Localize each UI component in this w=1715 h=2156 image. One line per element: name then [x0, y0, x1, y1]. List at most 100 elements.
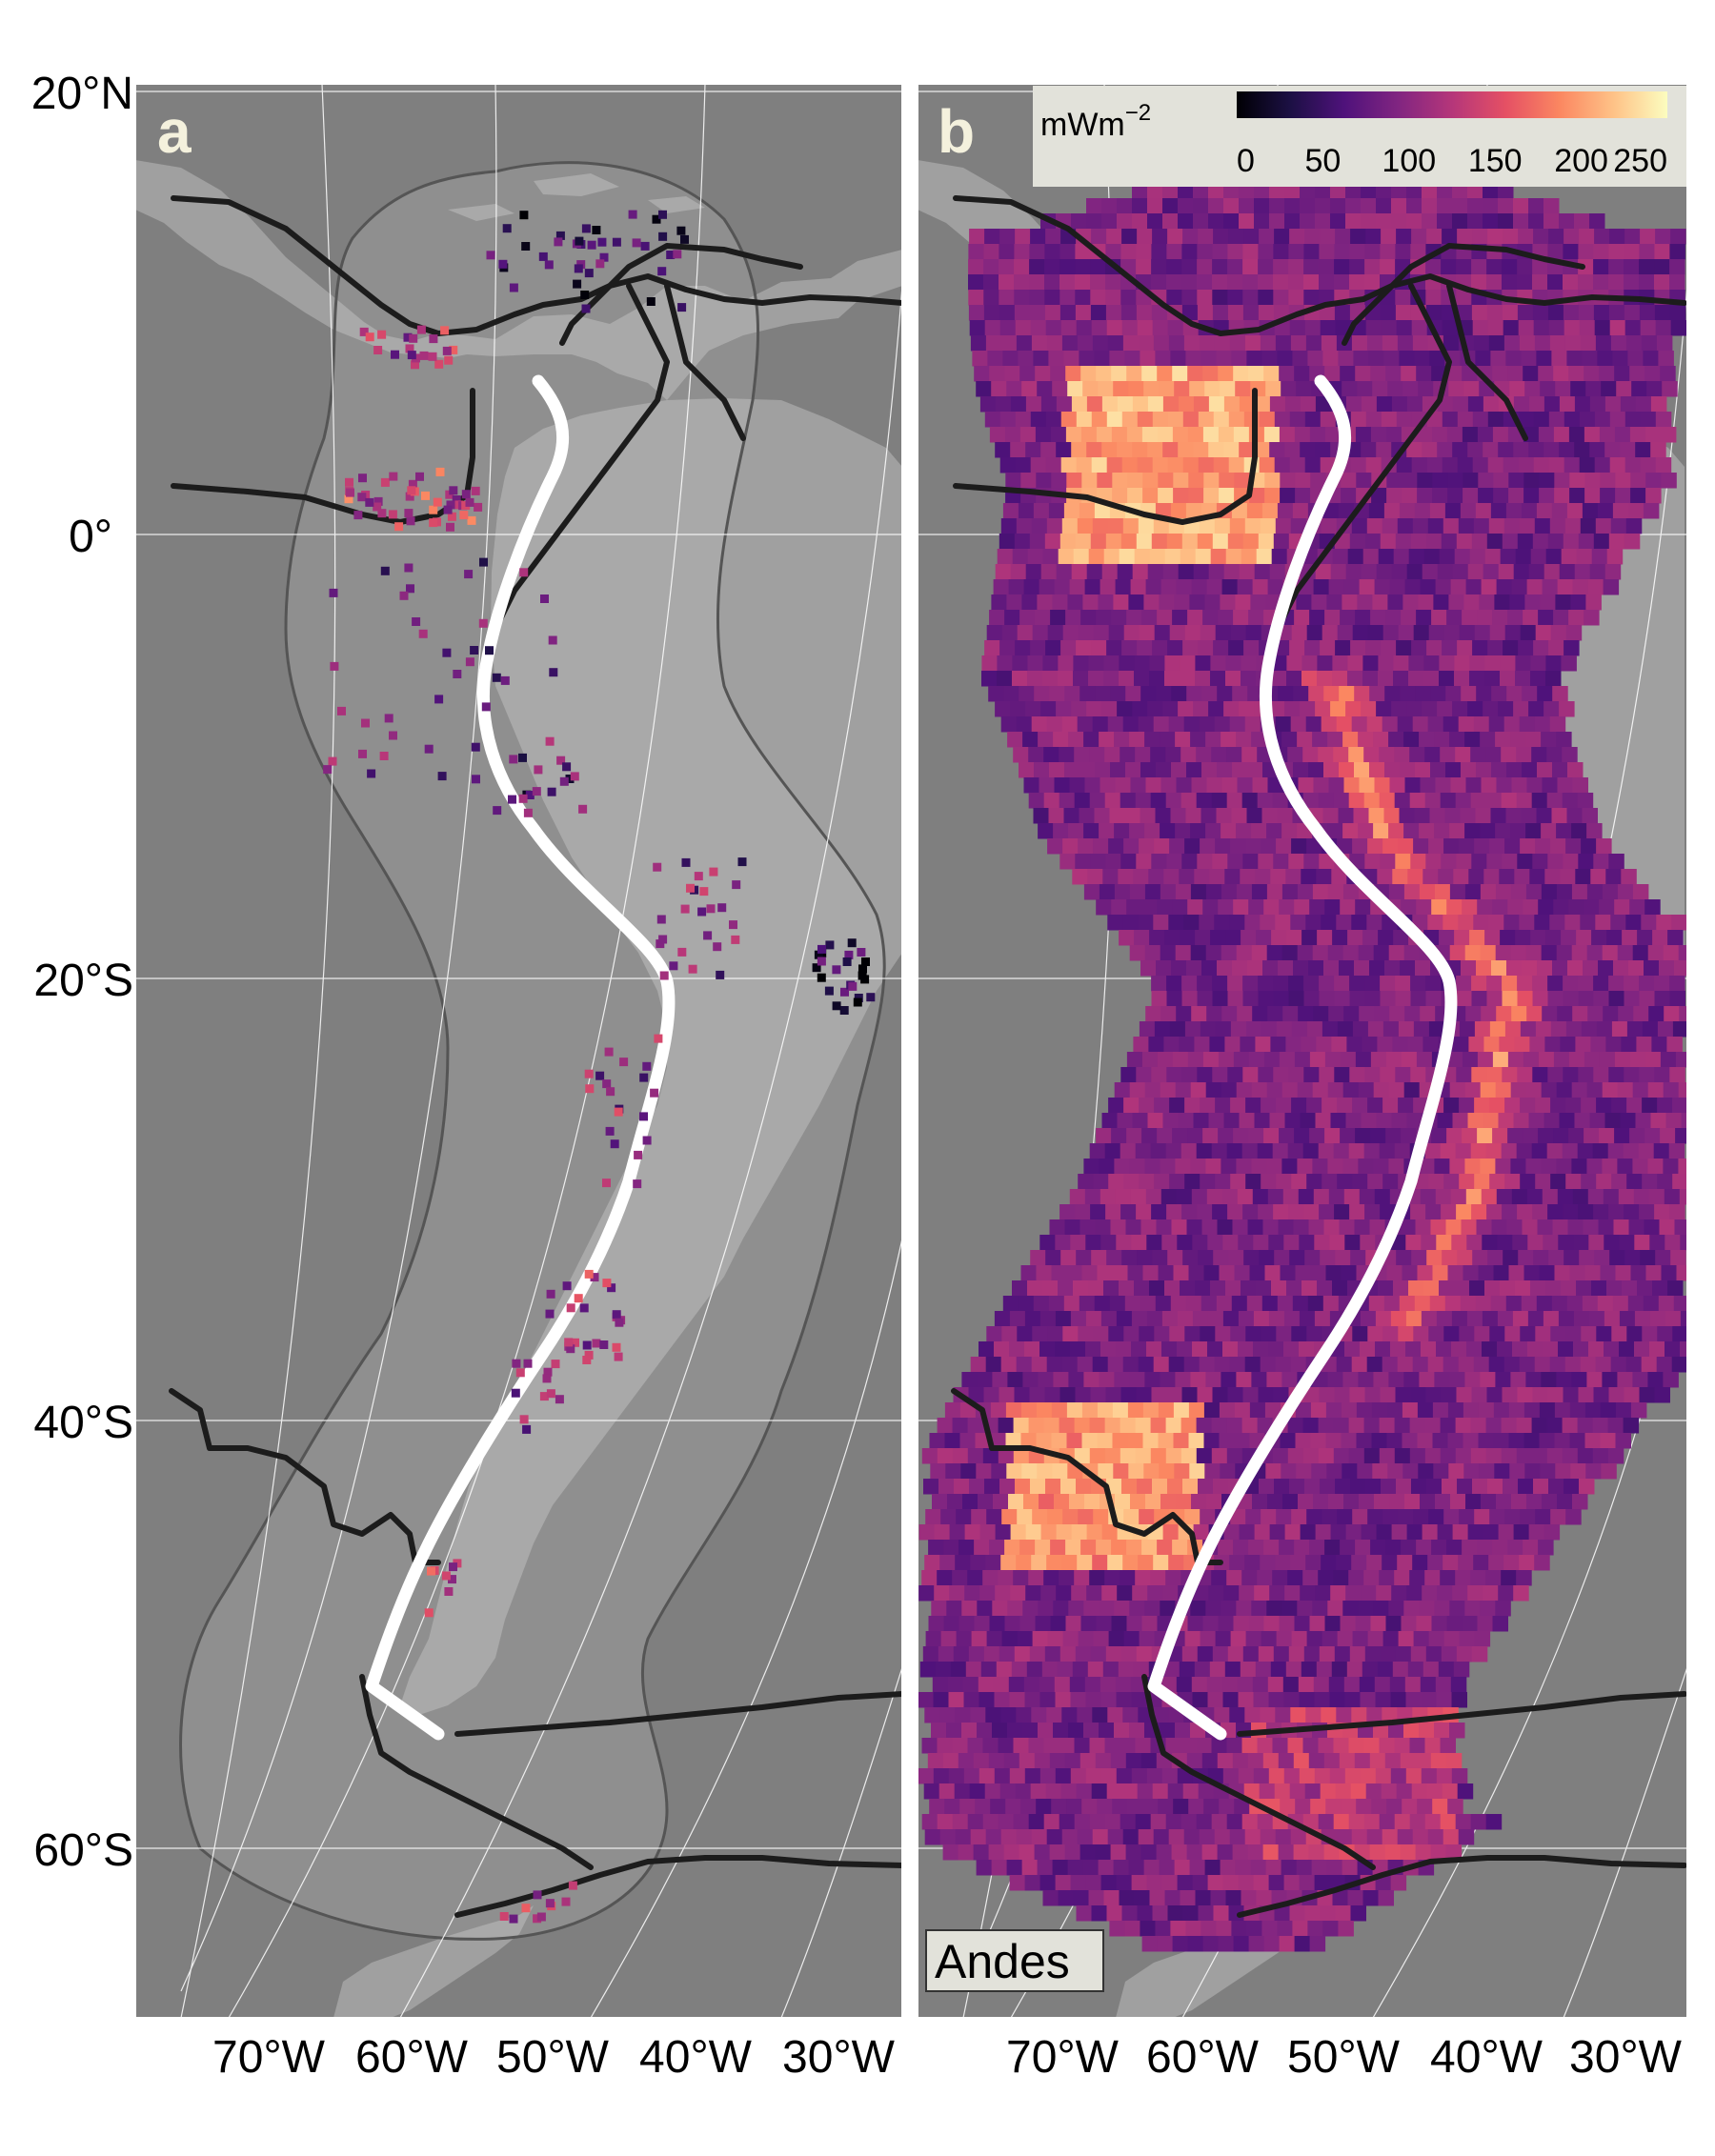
- grid-cell: [1160, 579, 1178, 595]
- grid-cell: [1451, 1311, 1468, 1327]
- grid-cell: [1640, 320, 1657, 336]
- grid-cell: [1630, 1265, 1646, 1281]
- grid-cell: [1473, 518, 1490, 534]
- grid-cell: [1475, 808, 1491, 824]
- grid-cell: [1239, 183, 1255, 199]
- grid-cell: [1479, 594, 1495, 611]
- grid-cell: [1523, 366, 1539, 382]
- heat-flow-point: [858, 964, 867, 974]
- grid-cell: [1281, 1860, 1298, 1876]
- grid-cell: [1459, 838, 1475, 855]
- grid-cell: [1273, 274, 1289, 291]
- grid-cell: [1335, 640, 1351, 656]
- grid-cell: [1419, 884, 1436, 900]
- grid-cell: [1562, 747, 1578, 763]
- grid-cell: [1164, 1890, 1180, 1906]
- grid-cell: [1396, 1783, 1413, 1800]
- grid-cell: [970, 1829, 987, 1845]
- heat-flow-point: [453, 670, 462, 678]
- grid-cell: [1115, 777, 1131, 794]
- grid-cell: [1129, 945, 1146, 961]
- grid-cell: [1150, 793, 1167, 809]
- grid-cell: [1562, 1448, 1579, 1464]
- grid-cell: [978, 1494, 994, 1510]
- grid-cell: [1108, 625, 1125, 641]
- heat-flow-point: [499, 1912, 509, 1921]
- grid-cell: [1498, 213, 1514, 230]
- grid-cell: [1265, 381, 1281, 397]
- grid-cell: [1120, 1143, 1137, 1159]
- grid-cell: [1065, 366, 1081, 382]
- grid-cell: [1585, 594, 1602, 611]
- grid-cell: [1309, 427, 1326, 443]
- grid-cell: [1349, 976, 1365, 992]
- grid-cell: [1104, 1738, 1120, 1754]
- grid-cell: [1091, 1905, 1107, 1922]
- grid-cell: [1301, 1280, 1318, 1297]
- heat-flow-point: [562, 1281, 572, 1291]
- grid-cell: [1352, 1631, 1369, 1647]
- grid-cell: [1163, 1662, 1180, 1678]
- grid-cell: [1151, 1067, 1167, 1083]
- grid-cell: [1397, 518, 1414, 534]
- grid-cell: [1253, 1875, 1270, 1891]
- grid-cell: [1090, 1387, 1106, 1403]
- grid-cell: [1011, 1662, 1028, 1678]
- grid-cell: [1443, 1326, 1460, 1342]
- grid-cell: [1655, 412, 1672, 428]
- lat-label-60S: 60°S: [33, 1825, 133, 1876]
- grid-cell: [1147, 701, 1163, 717]
- grid-cell: [1555, 594, 1571, 611]
- grid-cell: [1181, 976, 1198, 992]
- grid-cell: [1612, 351, 1628, 367]
- grid-cell: [1283, 1692, 1300, 1708]
- grid-cell: [1126, 1616, 1142, 1632]
- grid-cell: [1343, 1006, 1360, 1022]
- grid-cell: [1170, 1921, 1186, 1937]
- grid-cell: [1501, 1448, 1518, 1464]
- grid-cell: [1117, 198, 1133, 214]
- grid-cell: [1321, 1555, 1337, 1571]
- grid-cell: [1484, 549, 1502, 565]
- grid-cell: [1089, 1143, 1106, 1159]
- grid-cell: [1147, 213, 1163, 230]
- grid-cell: [1319, 976, 1335, 992]
- grid-cell: [1129, 823, 1145, 839]
- grid-cell: [1268, 1235, 1284, 1251]
- grid-cell: [1315, 198, 1331, 214]
- grid-cell: [1394, 1570, 1410, 1586]
- grid-cell: [1381, 412, 1398, 428]
- grid-cell: [1367, 625, 1384, 641]
- grid-cell: [1147, 1113, 1163, 1129]
- grid-cell: [1541, 823, 1557, 839]
- grid-cell: [1223, 1524, 1241, 1541]
- grid-cell: [1394, 1143, 1411, 1159]
- grid-cell: [1081, 1402, 1099, 1419]
- grid-cell: [1304, 1783, 1322, 1800]
- grid-cell: [1046, 716, 1063, 733]
- grid-cell: [1424, 1570, 1441, 1586]
- grid-cell: [1447, 1799, 1463, 1815]
- grid-cell: [1139, 1509, 1155, 1525]
- grid-cell: [1565, 838, 1582, 855]
- grid-cell: [1416, 366, 1432, 382]
- grid-cell: [1452, 198, 1468, 214]
- grid-cell: [1014, 259, 1030, 275]
- grid-cell: [1621, 869, 1637, 885]
- grid-cell: [1523, 1265, 1540, 1281]
- grid-cell: [1207, 1341, 1223, 1358]
- heat-flow-point: [523, 1359, 533, 1368]
- grid-cell: [1332, 1890, 1348, 1906]
- heat-flow-point: [408, 479, 417, 489]
- grid-cell: [1205, 1372, 1221, 1388]
- grid-cell: [1036, 473, 1052, 489]
- grid-cell: [1029, 1387, 1045, 1403]
- grid-cell: [1398, 838, 1414, 855]
- grid-cell: [1242, 1067, 1259, 1083]
- grid-cell: [1273, 1067, 1289, 1083]
- grid-cell: [1330, 1585, 1346, 1602]
- grid-cell: [1480, 1372, 1496, 1388]
- grid-cell: [1421, 1692, 1437, 1708]
- grid-cell: [1381, 1479, 1397, 1495]
- grid-cell: [1197, 1646, 1214, 1662]
